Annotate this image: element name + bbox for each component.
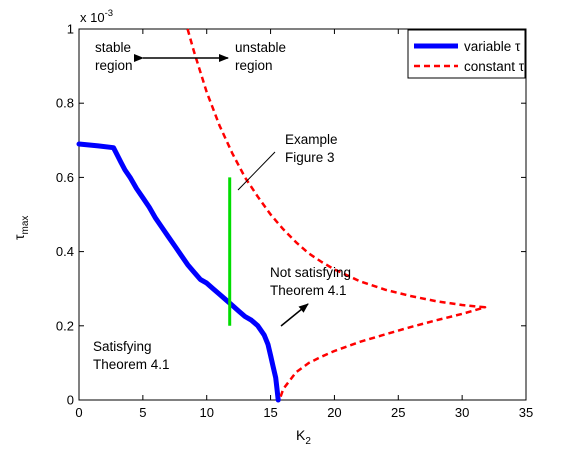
plot-frame [78, 28, 527, 401]
x-tick-label: 25 [391, 405, 405, 420]
x-tick-label: 10 [199, 405, 213, 420]
not-satisfying-arrow [280, 303, 309, 327]
not-satisfying-label-1: Not satisfying [270, 265, 351, 280]
stable-region-label-2: region [95, 58, 133, 73]
example-label-2: Figure 3 [285, 150, 335, 165]
y-tick-label: 0.2 [56, 318, 74, 333]
x-axis-label: K2 [296, 427, 311, 447]
y-axis-label: τmax [11, 216, 31, 240]
x-tick-label: 5 [139, 405, 146, 420]
legend: variable τ constant τ [407, 29, 526, 79]
x-tick-label: 20 [327, 405, 341, 420]
x-axis-ticks: 0 5 10 15 20 25 30 35 [75, 29, 533, 420]
y-tick-label: 0.8 [56, 96, 74, 111]
not-satisfying-label-2: Theorem 4.1 [270, 283, 347, 298]
y-exponent-label: x 10-3 [80, 8, 113, 25]
legend-label-variable-tau: variable τ [464, 39, 521, 54]
x-tick-label: 0 [75, 405, 82, 420]
series-layer [76, 28, 487, 403]
series-line-constant-tau [186, 28, 487, 401]
y-tick-label: 0 [67, 393, 74, 408]
y-axis-ticks: 0 0.2 0.4 0.6 0.8 1 [56, 22, 526, 408]
example-pointer-line [237, 151, 276, 191]
series-line-variable-tau [76, 141, 281, 403]
unstable-region-label-1: unstable [235, 40, 286, 55]
y-tick-label: 0.4 [56, 244, 74, 259]
x-tick-label: 15 [263, 405, 277, 420]
satisfying-label-2: Theorem 4.1 [93, 357, 170, 372]
satisfying-label-1: Satisfying [93, 339, 152, 354]
stable-region-label-1: stable [95, 40, 131, 55]
y-tick-label: 1 [67, 22, 74, 37]
y-tick-label: 0.6 [56, 170, 74, 185]
x-tick-label: 35 [519, 405, 533, 420]
legend-label-constant-tau: constant τ [464, 59, 525, 74]
x-tick-label: 30 [455, 405, 469, 420]
legend-box [407, 29, 526, 79]
example-label-1: Example [285, 132, 338, 147]
unstable-region-label-2: region [235, 58, 273, 73]
